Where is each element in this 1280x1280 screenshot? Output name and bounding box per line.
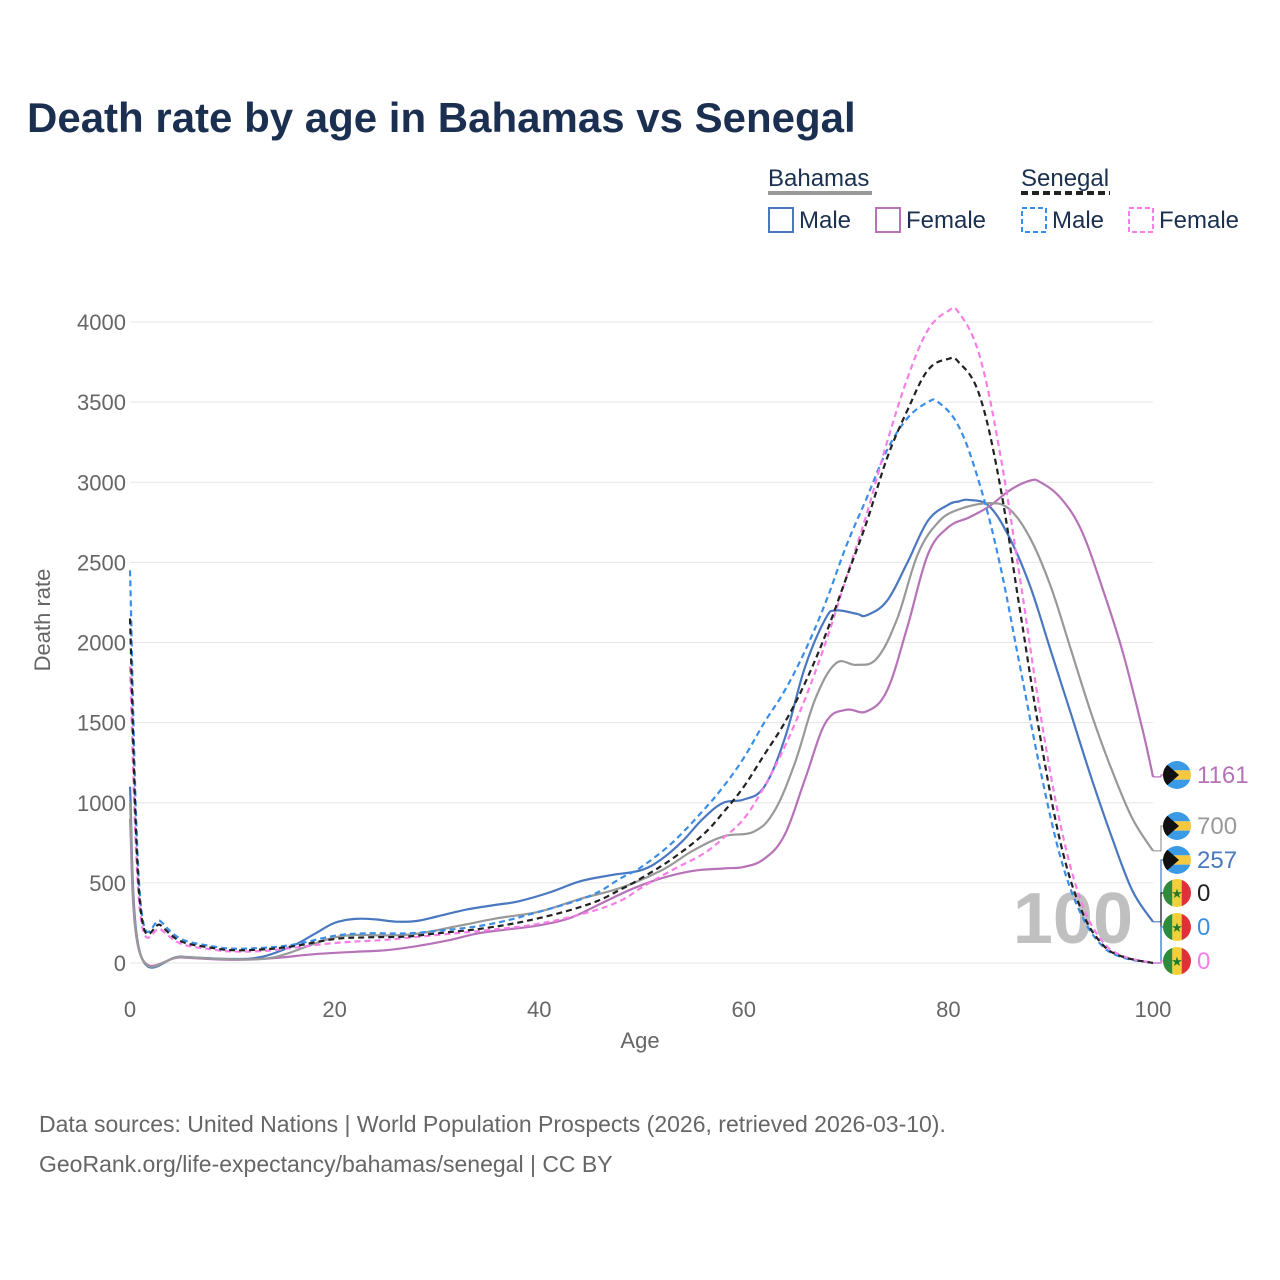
legend-group-senegal: Senegal bbox=[1021, 165, 1109, 192]
end-value-senegal-female: 0 bbox=[1197, 948, 1210, 975]
bahamas-flag-icon bbox=[1163, 812, 1191, 840]
legend-bahamas-female-swatch bbox=[875, 207, 901, 233]
x-axis-label: Age bbox=[620, 1028, 659, 1053]
end-value-bahamas-male: 257 bbox=[1197, 847, 1237, 874]
y-tick-2500: 2500 bbox=[77, 550, 126, 575]
end-value-bahamas-total: 700 bbox=[1197, 813, 1237, 840]
end-label-bahamas-total: 700 bbox=[1163, 812, 1237, 840]
y-tick-3000: 3000 bbox=[77, 470, 126, 495]
x-axis-ticks: 0 20 40 60 80 100 bbox=[124, 997, 1171, 1022]
series-lines bbox=[128, 306, 1155, 969]
legend-group-bahamas: Bahamas bbox=[768, 165, 869, 192]
chart-title: Death rate by age in Bahamas vs Senegal bbox=[27, 94, 856, 141]
year-watermark: 100 bbox=[1013, 879, 1133, 959]
senegal-flag-icon: ★ bbox=[1163, 913, 1191, 941]
x-tick-100: 100 bbox=[1135, 997, 1172, 1022]
legend-senegal-female-swatch bbox=[1128, 207, 1154, 233]
legend: Bahamas Male Female Senegal Male Female bbox=[768, 165, 1239, 234]
source-line-1: Data sources: United Nations | World Pop… bbox=[39, 1111, 946, 1137]
end-value-senegal-male: 0 bbox=[1197, 914, 1210, 941]
source-line-2: GeoRank.org/life-expectancy/bahamas/sene… bbox=[39, 1151, 613, 1177]
x-tick-20: 20 bbox=[322, 997, 346, 1022]
series-line-senegal-female bbox=[128, 306, 1154, 965]
bahamas-flag-icon bbox=[1163, 761, 1191, 789]
x-tick-80: 80 bbox=[936, 997, 960, 1022]
svg-text:★: ★ bbox=[1171, 921, 1183, 936]
end-label-senegal-total: ★ 0 bbox=[1163, 879, 1210, 907]
end-value-senegal-total: 0 bbox=[1197, 880, 1210, 907]
bahamas-flag-icon bbox=[1163, 846, 1191, 874]
grid bbox=[130, 321, 1153, 964]
x-tick-40: 40 bbox=[527, 997, 551, 1022]
end-label-senegal-female: ★ 0 bbox=[1163, 947, 1210, 975]
y-axis-ticks: 0 500 1000 1500 2000 2500 3000 3500 4000 bbox=[77, 310, 126, 976]
legend-senegal-male-label: Male bbox=[1052, 207, 1104, 234]
series-line-bahamas-female bbox=[128, 478, 1155, 967]
y-tick-1500: 1500 bbox=[77, 711, 126, 736]
series-line-senegal-total bbox=[128, 356, 1154, 965]
y-tick-4000: 4000 bbox=[77, 310, 126, 335]
y-tick-3500: 3500 bbox=[77, 390, 126, 415]
y-tick-1000: 1000 bbox=[77, 791, 126, 816]
end-value-bahamas-female: 1161 bbox=[1197, 762, 1249, 789]
end-label-bahamas-female: 1161 bbox=[1163, 761, 1249, 789]
x-tick-0: 0 bbox=[124, 997, 136, 1022]
series-line-bahamas-male bbox=[128, 498, 1154, 969]
x-tick-60: 60 bbox=[732, 997, 756, 1022]
legend-senegal-female-label: Female bbox=[1159, 207, 1239, 234]
legend-bahamas-male-swatch bbox=[768, 207, 794, 233]
y-tick-2000: 2000 bbox=[77, 631, 126, 656]
y-axis-label: Death rate bbox=[30, 569, 55, 672]
legend-bahamas-female-label: Female bbox=[906, 207, 986, 234]
end-label-bahamas-male: 257 bbox=[1163, 846, 1237, 874]
svg-text:★: ★ bbox=[1171, 887, 1183, 902]
svg-text:★: ★ bbox=[1171, 955, 1183, 970]
y-tick-500: 500 bbox=[89, 871, 126, 896]
legend-bahamas-male-label: Male bbox=[799, 207, 851, 234]
y-tick-0: 0 bbox=[114, 951, 126, 976]
series-line-senegal-male bbox=[128, 398, 1154, 965]
series-line-bahamas-total bbox=[128, 502, 1154, 968]
senegal-flag-icon: ★ bbox=[1163, 879, 1191, 907]
legend-senegal-male-swatch bbox=[1021, 207, 1047, 233]
end-label-senegal-male: ★ 0 bbox=[1163, 913, 1210, 941]
senegal-flag-icon: ★ bbox=[1163, 947, 1191, 975]
